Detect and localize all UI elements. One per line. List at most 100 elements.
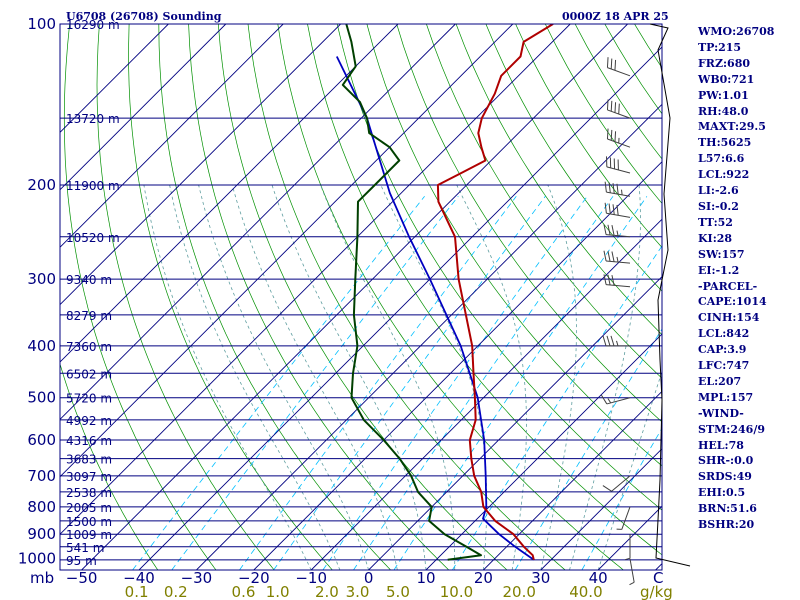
wind-barb-flag: [606, 335, 611, 347]
wind-barb-flag: [614, 131, 617, 142]
dry-adiabat: [455, 24, 662, 336]
index-item: TT:52: [698, 215, 733, 229]
isotherm: [60, 24, 399, 363]
wind-barb: [603, 250, 631, 264]
index-item: CAP:3.9: [698, 343, 747, 357]
moist-adiabat: [143, 184, 312, 570]
isotherm: [483, 390, 662, 570]
moist-adiabat: [198, 184, 369, 570]
wind-barb: [606, 57, 631, 77]
wind-barb-flag: [606, 99, 609, 110]
height-label: 13720 m: [66, 112, 120, 126]
mixing-ratio-tick-label: 10.0: [440, 583, 473, 600]
height-label: 4992 m: [66, 414, 112, 428]
index-item: LI:-2.6: [698, 184, 739, 198]
wind-barb-flag: [607, 224, 611, 236]
wind-barb-flag: [604, 181, 607, 193]
pressure-tick-label: 800: [27, 498, 56, 516]
index-item: BSHR:20: [698, 518, 755, 532]
wind-barb-flag: [607, 274, 611, 286]
dry-adiabat: [60, 362, 159, 570]
wind-barb: [606, 128, 631, 148]
isotherm: [138, 46, 662, 570]
pressure-tick-label: 900: [27, 525, 56, 543]
wind-barb: [602, 475, 631, 492]
index-item: SRDS:49: [698, 470, 752, 484]
dry-adiabat: [128, 24, 333, 570]
isotherm: [196, 103, 662, 570]
mixing-ratio-tick-label: 5.0: [386, 583, 410, 600]
height-label: 16290 m: [66, 18, 120, 32]
wind-barb-flag: [610, 100, 613, 112]
index-item: SHR-:0.0: [698, 454, 754, 468]
mixing-ratio-line: [393, 196, 648, 570]
wind-barb-staff: [629, 558, 635, 583]
wind-barb: [606, 156, 631, 174]
temperature-tick-label: −50: [66, 569, 98, 587]
dry-adiabat: [188, 24, 450, 570]
index-item: -PARCEL-: [698, 279, 758, 293]
dry-adiabat: [96, 24, 275, 570]
wind-barb-half: [629, 581, 635, 586]
wind-barb-half: [621, 189, 623, 195]
wind-barb-flag: [608, 182, 611, 193]
wind-barb-flag: [606, 57, 609, 68]
wind-barb-flag: [608, 203, 611, 214]
wind-barb-flag: [612, 183, 615, 194]
temperature-tick-label: 30: [531, 569, 550, 587]
temperature-tick-label: −20: [238, 569, 270, 587]
hodograph-trace: [649, 23, 691, 567]
index-item: TP:215: [698, 40, 742, 54]
wind-barb: [600, 394, 631, 405]
wind-barb-flag: [606, 128, 609, 140]
moist-adiabat: [169, 184, 341, 570]
index-item: MPL:157: [698, 390, 754, 404]
mixing-ratio-line: [353, 196, 614, 570]
isotherm: [60, 24, 571, 535]
moist-adiabat: [271, 184, 427, 570]
height-label: 3097 m: [66, 470, 112, 484]
height-label: 9340 m: [66, 273, 112, 287]
wind-barb: [616, 506, 631, 530]
wind-barb-half: [607, 398, 612, 404]
sounding-time: 0000Z 18 APR 25: [562, 10, 669, 23]
mixing-ratio-tick-label: 0.1: [125, 583, 149, 600]
wind-barbs: [600, 23, 691, 586]
height-label: 2538 m: [66, 486, 112, 500]
height-label: 4316 m: [66, 434, 112, 448]
wind-barb-staff: [606, 397, 631, 405]
height-label: 2005 m: [66, 501, 112, 515]
dry-adiabat: [515, 24, 662, 248]
wind-barb: [602, 335, 630, 347]
mixing-ratio-tick-label: 3.0: [346, 583, 370, 600]
index-item: PW:1.01: [698, 88, 749, 102]
index-item: WMO:26708: [698, 25, 775, 38]
wind-barb: [606, 99, 631, 119]
wind-barb-flag: [607, 251, 611, 262]
temperature-tick-label: 20: [474, 569, 493, 587]
wind-barb-staff: [611, 475, 631, 492]
isotherm: [540, 448, 662, 570]
index-item: KI:28: [698, 231, 733, 245]
isotherm: [425, 333, 662, 570]
wind-barb: [624, 534, 631, 561]
mixing-ratio-tick-label: 2.0: [315, 583, 339, 600]
index-item: RH:48.0: [698, 104, 749, 118]
pressure-tick-label: 100: [27, 15, 56, 33]
wind-barb-flag: [618, 103, 620, 115]
dry-adiabat: [63, 24, 217, 570]
isotherm: [60, 24, 227, 191]
dry-adiabat: [247, 24, 566, 570]
index-item: HEL:78: [698, 438, 744, 452]
wind-barb-half: [624, 557, 631, 561]
pressure-tick-label: 300: [27, 270, 56, 288]
mixing-ratio-tick-label: 0.2: [164, 583, 188, 600]
index-item: L57:6.6: [698, 152, 745, 166]
wind-barb-half: [616, 256, 619, 263]
index-item: EL:207: [698, 374, 742, 388]
mixing-ratio-tick-label: 20.0: [502, 583, 535, 600]
height-label: 95 m: [66, 554, 97, 568]
wind-barb-flag: [611, 274, 615, 286]
